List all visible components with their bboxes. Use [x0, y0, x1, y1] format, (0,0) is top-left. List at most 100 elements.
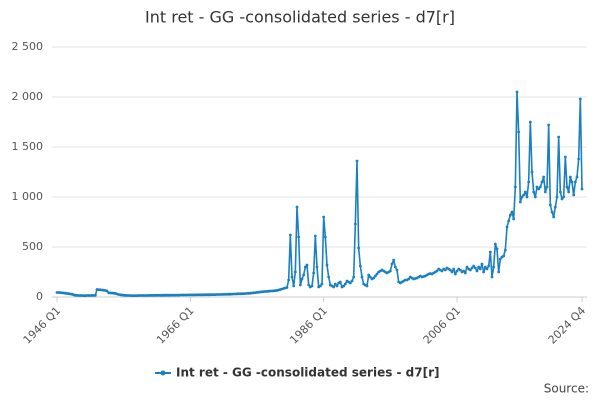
point [472, 264, 476, 268]
point [527, 180, 531, 184]
point [342, 284, 346, 288]
point [540, 180, 544, 184]
point [323, 235, 327, 239]
point [450, 270, 454, 274]
point [435, 269, 439, 273]
point [523, 190, 527, 194]
point [483, 265, 487, 269]
point [555, 195, 559, 199]
point [580, 187, 584, 191]
point [507, 219, 511, 223]
point [285, 286, 289, 289]
y-tick-label: 0 [36, 290, 43, 303]
point [367, 273, 371, 277]
point [530, 170, 534, 174]
y-tick-label: 2 500 [12, 40, 44, 53]
point [93, 293, 97, 297]
point [562, 195, 566, 199]
point [297, 235, 301, 239]
point [455, 269, 459, 273]
point [338, 280, 342, 284]
point [325, 263, 329, 267]
x-tick-label: 1986 Q1 [287, 304, 330, 347]
legend-label: Int ret - GG -consolidated series - d7[r… [176, 366, 440, 380]
point [368, 275, 372, 279]
point [575, 175, 579, 179]
point [462, 269, 466, 273]
point [322, 215, 326, 219]
point [395, 268, 399, 272]
point [343, 282, 347, 286]
point [480, 262, 484, 266]
point [547, 123, 551, 127]
point [518, 200, 522, 204]
point [290, 275, 294, 279]
x-tick-label: 2006 Q1 [421, 304, 464, 347]
point [303, 265, 307, 269]
point [565, 185, 569, 189]
point [557, 135, 561, 139]
point [485, 267, 489, 271]
chart-title: Int ret - GG -consolidated series - d7[r… [145, 8, 455, 27]
point [522, 193, 526, 197]
point [453, 272, 457, 276]
point [502, 254, 506, 258]
point [475, 269, 479, 273]
point [468, 268, 472, 272]
point [310, 284, 314, 288]
point [458, 268, 462, 272]
point [348, 281, 352, 285]
y-tick-label: 1 500 [12, 140, 44, 153]
point [492, 265, 496, 269]
point [572, 193, 576, 197]
point [392, 258, 396, 262]
point [478, 267, 482, 271]
point [552, 215, 556, 219]
point [550, 210, 554, 214]
point [305, 263, 309, 267]
point [357, 246, 361, 250]
point [473, 266, 477, 270]
x-tick-label: 1946 Q1 [21, 304, 64, 347]
x-tick-label: 2024 Q4 [546, 304, 589, 347]
point [298, 283, 302, 287]
point [360, 275, 364, 279]
point [293, 270, 297, 274]
point [548, 203, 552, 207]
point [352, 275, 356, 279]
point [287, 278, 291, 282]
point [452, 267, 456, 271]
point [488, 250, 492, 254]
point [505, 225, 509, 229]
point [560, 197, 564, 201]
point [563, 155, 567, 159]
point [520, 195, 524, 199]
point [313, 234, 317, 238]
point [373, 274, 377, 278]
point [567, 190, 571, 194]
point [105, 289, 109, 293]
point [532, 190, 536, 194]
point [315, 265, 319, 269]
point [332, 285, 336, 289]
point [335, 284, 339, 288]
point [350, 279, 354, 283]
point [477, 265, 481, 269]
point [498, 257, 502, 261]
point [535, 185, 539, 189]
y-tick-label: 2 000 [12, 90, 44, 103]
point [510, 210, 514, 214]
x-tick-label: 1966 Q1 [154, 304, 197, 347]
point [573, 180, 577, 184]
point [543, 190, 547, 194]
point [578, 97, 582, 101]
point [482, 270, 486, 274]
point [512, 217, 516, 221]
point [288, 233, 292, 237]
point [448, 268, 452, 272]
y-tick-label: 500 [22, 240, 43, 253]
source: Source: [544, 382, 589, 396]
point [570, 180, 574, 184]
point [577, 157, 581, 161]
point [465, 265, 469, 269]
